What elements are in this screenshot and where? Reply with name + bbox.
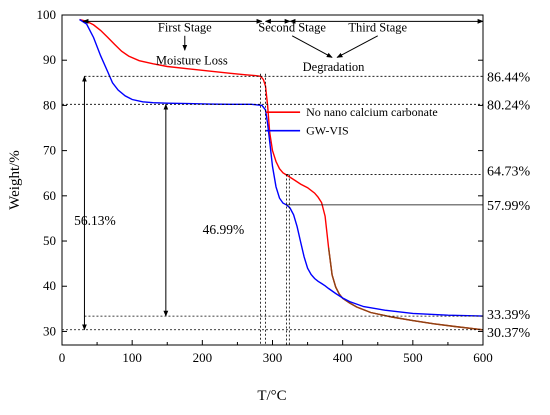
third-stage-pointer	[336, 35, 378, 58]
right-value-label: 64.73%	[487, 164, 531, 179]
stage-label-2: Second Stage	[258, 21, 326, 35]
axes-layer: 0 100 200 300 400 500 600 30 40 50 60 70 80 90 100	[37, 7, 493, 365]
right-value-label: 33.39%	[487, 308, 531, 323]
y-tick-label: 60	[43, 188, 56, 203]
plot-frame	[61, 14, 484, 346]
y-tick-label: 80	[43, 97, 56, 112]
series-line-no-nano-caco3	[79, 18, 484, 331]
x-tick-label: 0	[59, 350, 66, 365]
y-tick-label: 40	[43, 278, 56, 293]
stage-label-4: Degradation	[303, 60, 366, 74]
second-stage-pointer	[291, 35, 333, 58]
stage-label-3: Third Stage	[348, 21, 407, 35]
annotation-layer: First Stage Moisture Loss Second Stage Thir…	[62, 18, 531, 345]
y-tick-label: 50	[43, 233, 56, 248]
right-value-label: 30.37%	[487, 326, 531, 341]
y-tick-label: 30	[43, 323, 56, 338]
stage-label-1: Moisture Loss	[156, 53, 228, 67]
x-axis-label: T/°C	[257, 388, 286, 404]
right-value-label: 86.44%	[487, 70, 531, 85]
x-tick-label: 500	[403, 350, 423, 365]
y-axis-label: Weight/%	[7, 150, 23, 210]
series-layer	[79, 18, 484, 331]
x-tick-label: 100	[122, 350, 142, 365]
x-tick-label: 400	[333, 350, 353, 365]
drop-label-0: 56.13%	[74, 213, 116, 228]
legend-label: GW-VIS	[306, 124, 349, 138]
drop-label-1: 46.99%	[203, 222, 245, 237]
x-tick-label: 300	[263, 350, 283, 365]
x-tick-label: 200	[193, 350, 213, 365]
series-segment-brown	[327, 247, 484, 331]
right-value-label: 80.24%	[487, 98, 531, 113]
y-tick-label: 90	[43, 52, 56, 67]
right-value-label: 57.99%	[487, 199, 531, 214]
series-line-gw-vis	[79, 18, 484, 317]
y-tick-label: 70	[43, 143, 56, 158]
x-tick-label: 600	[473, 350, 493, 365]
legend-label: No nano calcium carbonate	[306, 105, 438, 119]
stage-label-0: First Stage	[158, 21, 212, 35]
y-tick-label: 100	[37, 7, 57, 22]
